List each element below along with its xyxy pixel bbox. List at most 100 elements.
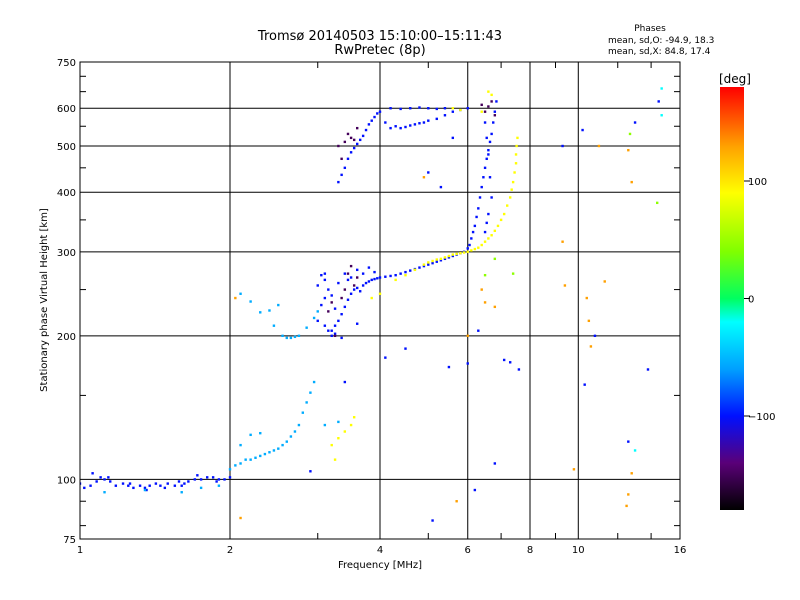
- data-point: [148, 484, 151, 487]
- data-point: [455, 500, 458, 503]
- data-point: [177, 480, 181, 483]
- data-point: [384, 275, 387, 278]
- data-point: [418, 266, 421, 269]
- data-point: [630, 180, 633, 184]
- data-point: [333, 332, 337, 335]
- data-point: [451, 254, 455, 258]
- data-point: [447, 256, 451, 259]
- data-point: [459, 108, 462, 112]
- colorbar: [deg] 100 0 −100: [719, 72, 775, 510]
- data-point: [333, 324, 337, 327]
- data-point: [337, 281, 340, 285]
- data-point: [451, 136, 455, 140]
- data-point: [473, 224, 477, 228]
- data-point: [352, 138, 356, 142]
- data-point: [249, 433, 252, 437]
- data-point: [289, 336, 293, 340]
- data-point: [487, 212, 490, 216]
- data-point: [355, 276, 359, 279]
- data-point: [249, 458, 252, 461]
- data-point: [480, 243, 483, 247]
- data-point: [373, 270, 376, 274]
- data-point: [316, 284, 319, 287]
- data-point: [234, 296, 237, 300]
- data-point: [180, 491, 183, 494]
- data-point: [343, 430, 347, 433]
- data-point: [145, 488, 148, 492]
- data-point: [352, 288, 356, 291]
- data-point: [515, 144, 518, 148]
- data-point: [183, 482, 186, 485]
- data-point: [154, 482, 158, 485]
- data-point: [128, 482, 132, 485]
- data-point: [217, 478, 221, 481]
- data-point: [422, 121, 426, 124]
- data-point: [378, 276, 382, 279]
- data-point: [589, 345, 593, 348]
- data-point: [333, 334, 337, 338]
- data-point: [480, 103, 483, 107]
- data-point: [502, 358, 506, 362]
- data-point: [490, 234, 493, 237]
- data-point: [466, 362, 469, 365]
- data-points: [80, 87, 663, 522]
- y-tick-label: 750: [57, 58, 76, 69]
- data-point: [277, 447, 280, 450]
- data-point: [384, 121, 387, 124]
- data-point: [333, 307, 337, 310]
- data-point: [511, 180, 515, 184]
- data-point: [355, 286, 359, 290]
- data-point: [660, 114, 663, 117]
- data-point: [355, 268, 359, 272]
- data-point: [312, 316, 316, 320]
- data-point: [466, 247, 469, 250]
- data-point: [480, 185, 483, 189]
- data-point: [305, 401, 308, 404]
- data-point: [301, 411, 305, 414]
- data-point: [470, 249, 473, 252]
- data-point: [418, 106, 421, 109]
- data-point: [285, 440, 288, 443]
- data-point: [513, 171, 516, 174]
- data-point: [389, 126, 392, 130]
- colorbar-tick-label: 100: [748, 177, 767, 188]
- data-point: [490, 100, 493, 103]
- data-point: [439, 185, 443, 189]
- data-point: [483, 121, 487, 124]
- y-tick-label: 600: [57, 104, 76, 115]
- chart-title: Tromsø 20140503 15:10:00–15:11:43: [257, 29, 502, 44]
- data-point: [159, 484, 162, 487]
- data-point: [399, 126, 402, 130]
- data-point: [361, 272, 365, 275]
- data-point: [633, 449, 637, 452]
- data-point: [352, 284, 356, 287]
- data-point: [367, 123, 371, 126]
- data-point: [95, 480, 98, 483]
- data-point: [109, 480, 112, 483]
- data-point: [223, 478, 226, 481]
- data-point: [451, 110, 455, 113]
- data-point: [346, 278, 350, 282]
- data-point: [443, 257, 447, 261]
- data-point: [493, 257, 497, 261]
- data-point: [511, 272, 515, 275]
- data-point: [376, 112, 379, 115]
- data-point: [373, 115, 376, 119]
- phase-stats-x: mean, sd,X: 84.8, 17.4: [608, 47, 711, 57]
- data-point: [487, 90, 490, 93]
- data-point: [259, 311, 262, 314]
- data-point: [330, 443, 333, 447]
- data-point: [646, 368, 650, 371]
- data-point: [285, 336, 288, 340]
- data-point: [343, 140, 347, 144]
- phase-stats-heading: Phases: [634, 24, 666, 34]
- data-point: [587, 319, 591, 323]
- data-point: [462, 251, 466, 254]
- data-point: [431, 259, 434, 263]
- data-point: [127, 484, 130, 487]
- data-point: [451, 107, 455, 110]
- data-point: [490, 93, 493, 97]
- data-point: [199, 478, 203, 481]
- data-point: [340, 157, 343, 161]
- data-point: [107, 476, 110, 479]
